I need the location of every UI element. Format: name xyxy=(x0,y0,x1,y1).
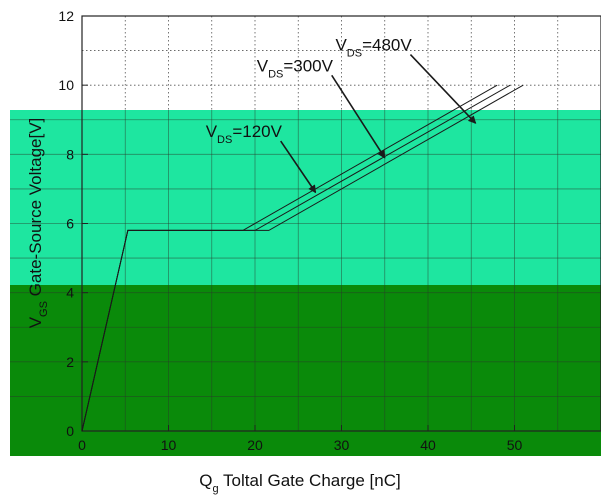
axis-ticks: 0 10 20 30 40 50 0 2 4 6 8 10 12 xyxy=(58,8,522,453)
y-tick-label: 4 xyxy=(66,285,74,301)
annotation-arrow-3 xyxy=(409,54,477,124)
x-tick-label: 30 xyxy=(334,437,350,453)
y-tick-label: 0 xyxy=(66,423,74,439)
x-tick-label: 40 xyxy=(420,437,436,453)
y-tick-label: 10 xyxy=(58,77,74,93)
overlay-band-light xyxy=(10,110,601,285)
x-tick-label: 50 xyxy=(507,437,523,453)
series-line-3 xyxy=(81,84,524,432)
annotation-label-3: VDS=480V xyxy=(335,36,412,60)
x-tick-label: 20 xyxy=(247,437,263,453)
y-tick-label: 2 xyxy=(66,354,74,370)
x-axis-title: Qg Toltal Gate Charge [nC] xyxy=(199,471,400,495)
annotation-label-2: VDS=300V xyxy=(257,56,334,80)
grid-lines-overlay xyxy=(10,110,601,431)
y-tick-label: 8 xyxy=(66,146,74,162)
annotation-label-1: VDS=120V xyxy=(206,122,283,146)
x-tick-label: 10 xyxy=(161,437,177,453)
overlay-band-dark xyxy=(10,285,601,456)
x-tick-label: 0 xyxy=(78,437,86,453)
annotation-arrow-2 xyxy=(331,74,386,159)
y-axis-title: VGS Gate-Source Voltage[V] xyxy=(26,118,50,329)
y-tick-label: 6 xyxy=(66,216,74,232)
annotation-arrow-1 xyxy=(280,140,317,194)
y-tick-label: 12 xyxy=(58,8,74,24)
